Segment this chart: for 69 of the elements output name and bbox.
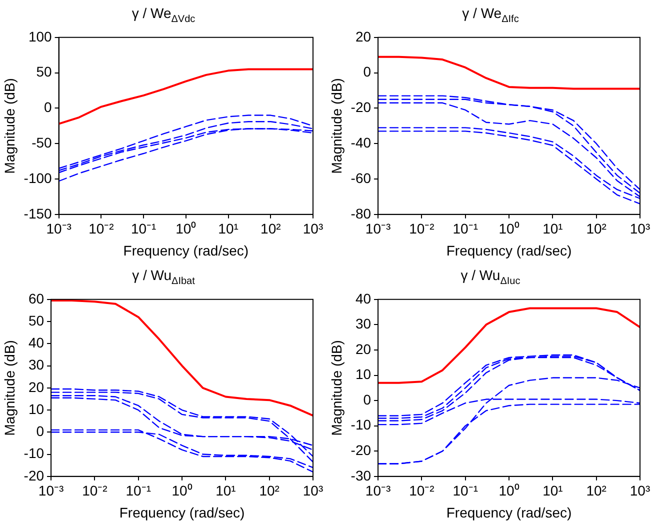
x-tick-label: 10⁻² [409, 482, 435, 499]
x-tick-label: 10² [259, 482, 280, 499]
x-tick-label: 10³ [630, 220, 650, 237]
x-axis-title: Frequency (rad/sec) [123, 242, 249, 258]
y-axis-title: Magnitude (dB) [328, 78, 344, 174]
y-tick-label: 20 [355, 28, 372, 44]
x-axis-title: Frequency (rad/sec) [446, 504, 572, 520]
y-tick-label: 30 [28, 356, 44, 373]
x-axis-title: Frequency (rad/sec) [119, 504, 245, 520]
y-tick-label: -10 [24, 445, 44, 462]
y-tick-label: 0 [363, 64, 372, 80]
y-tick-label: -40 [350, 134, 372, 150]
x-tick-label: 10⁻¹ [126, 482, 152, 499]
chart-title: γ / We$_{ΔVdc}$ [130, 4, 196, 26]
x-tick-label: 10² [586, 220, 607, 237]
y-tick-label: -80 [350, 205, 372, 222]
x-tick-label: 10² [586, 482, 607, 499]
chart-title: γ / Wu$_{ΔIuc}$ [460, 266, 522, 288]
x-tick-label: 10³ [630, 482, 650, 499]
x-tick-label: 10³ [302, 220, 324, 237]
x-axis-title: Frequency (rad/sec) [446, 242, 572, 258]
x-tick-label: 10¹ [542, 220, 564, 237]
chart-title: γ / We$_{ΔIfc}$ [461, 4, 520, 26]
x-tick-label: 10³ [302, 482, 324, 499]
y-tick-label: 50 [28, 312, 44, 328]
y-tick-label: 10 [355, 366, 372, 382]
y-tick-label: -10 [350, 416, 372, 433]
y-tick-label: -20 [350, 99, 372, 116]
x-tick-label: 10⁰ [498, 220, 520, 237]
x-tick-label: 10¹ [542, 482, 564, 499]
y-tick-label: 50 [36, 64, 52, 80]
y-tick-label: -100 [24, 170, 52, 186]
y-axis-title: Magnitude (dB) [328, 340, 344, 436]
y-tick-label: 30 [355, 316, 372, 332]
y-tick-label: 20 [28, 378, 44, 395]
x-tick-label: 10⁻³ [365, 220, 391, 237]
y-tick-label: -30 [350, 467, 372, 484]
y-tick-label: 0 [44, 99, 52, 116]
y-axis-title: Magnitude (dB) [1, 340, 18, 436]
x-tick-label: 10¹ [216, 482, 236, 499]
y-tick-label: 0 [36, 423, 44, 440]
x-tick-label: 10⁻¹ [130, 220, 156, 237]
x-tick-label: 10⁻¹ [452, 482, 478, 499]
y-tick-label: 100 [28, 28, 52, 44]
x-tick-label: 10⁻² [82, 482, 108, 499]
y-tick-label: 20 [355, 340, 372, 357]
y-tick-label: 40 [355, 290, 372, 306]
x-tick-label: 10⁻² [88, 220, 114, 237]
x-tick-label: 10² [260, 220, 282, 237]
x-tick-label: 10¹ [218, 220, 239, 237]
y-tick-label: 10 [28, 400, 44, 417]
x-tick-label: 10⁻³ [38, 482, 64, 499]
x-tick-label: 10⁰ [176, 220, 196, 237]
y-axis-title: Magnitude (dB) [1, 78, 18, 174]
y-tick-label: -20 [350, 442, 372, 458]
x-tick-label: 10⁻² [409, 220, 435, 237]
chart-title: γ / Wu$_{ΔIbat}$ [131, 266, 196, 288]
x-tick-label: 10⁻³ [365, 482, 391, 499]
y-tick-label: -50 [32, 134, 52, 150]
y-tick-label: 60 [28, 290, 44, 306]
y-tick-label: -60 [350, 170, 372, 186]
y-tick-label: 40 [28, 334, 44, 351]
y-tick-label: -150 [24, 205, 52, 222]
x-tick-label: 10⁰ [498, 482, 520, 499]
y-tick-label: 0 [363, 391, 372, 408]
y-tick-label: -20 [24, 467, 44, 484]
x-tick-label: 10⁻³ [46, 220, 72, 237]
x-tick-label: 10⁻¹ [452, 220, 478, 237]
x-tick-label: 10⁰ [172, 482, 192, 499]
